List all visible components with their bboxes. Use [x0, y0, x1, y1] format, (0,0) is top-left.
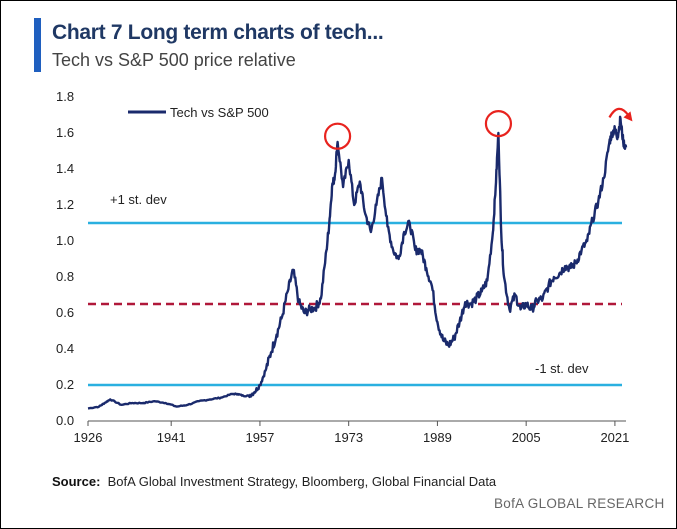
y-tick-label: 0.6 [56, 305, 74, 320]
x-tick-label: 2021 [600, 430, 629, 445]
brand-label: BofA GLOBAL RESEARCH [494, 496, 665, 511]
plus-std-dev-label: +1 st. dev [110, 192, 167, 207]
y-tick-label: 0.0 [56, 413, 74, 428]
peak-highlight-circle [323, 122, 352, 150]
chart-title: Chart 7 Long term charts of tech... [52, 21, 384, 44]
peak-highlight-circle [484, 109, 513, 138]
peak-arrow-head [623, 111, 633, 122]
y-tick-label: 0.4 [56, 341, 74, 356]
legend-label: Tech vs S&P 500 [170, 105, 269, 120]
minus-std-dev-label: -1 st. dev [535, 361, 589, 376]
title-accent-bar [34, 18, 41, 72]
x-tick-label: 1973 [334, 430, 363, 445]
source-note: Source: BofA Global Investment Strategy,… [52, 474, 496, 489]
y-tick-label: 1.2 [56, 197, 74, 212]
x-tick-label: 2005 [512, 430, 541, 445]
y-tick-label: 1.8 [56, 89, 74, 104]
source-text: BofA Global Investment Strategy, Bloombe… [107, 474, 497, 489]
source-label: Source: [52, 474, 101, 489]
y-tick-label: 1.0 [56, 233, 74, 248]
x-tick-label: 1957 [245, 430, 274, 445]
y-tick-label: 0.2 [56, 377, 74, 392]
series-line [87, 115, 628, 410]
x-tick-label: 1941 [157, 430, 186, 445]
x-tick-label: 1989 [423, 430, 452, 445]
y-tick-label: 1.4 [56, 161, 74, 176]
y-tick-label: 0.8 [56, 269, 74, 284]
peak-arrow-curve [608, 107, 630, 118]
x-tick-label: 1926 [74, 430, 103, 445]
chart-subtitle: Tech vs S&P 500 price relative [52, 50, 296, 70]
y-tick-label: 1.6 [56, 125, 74, 140]
